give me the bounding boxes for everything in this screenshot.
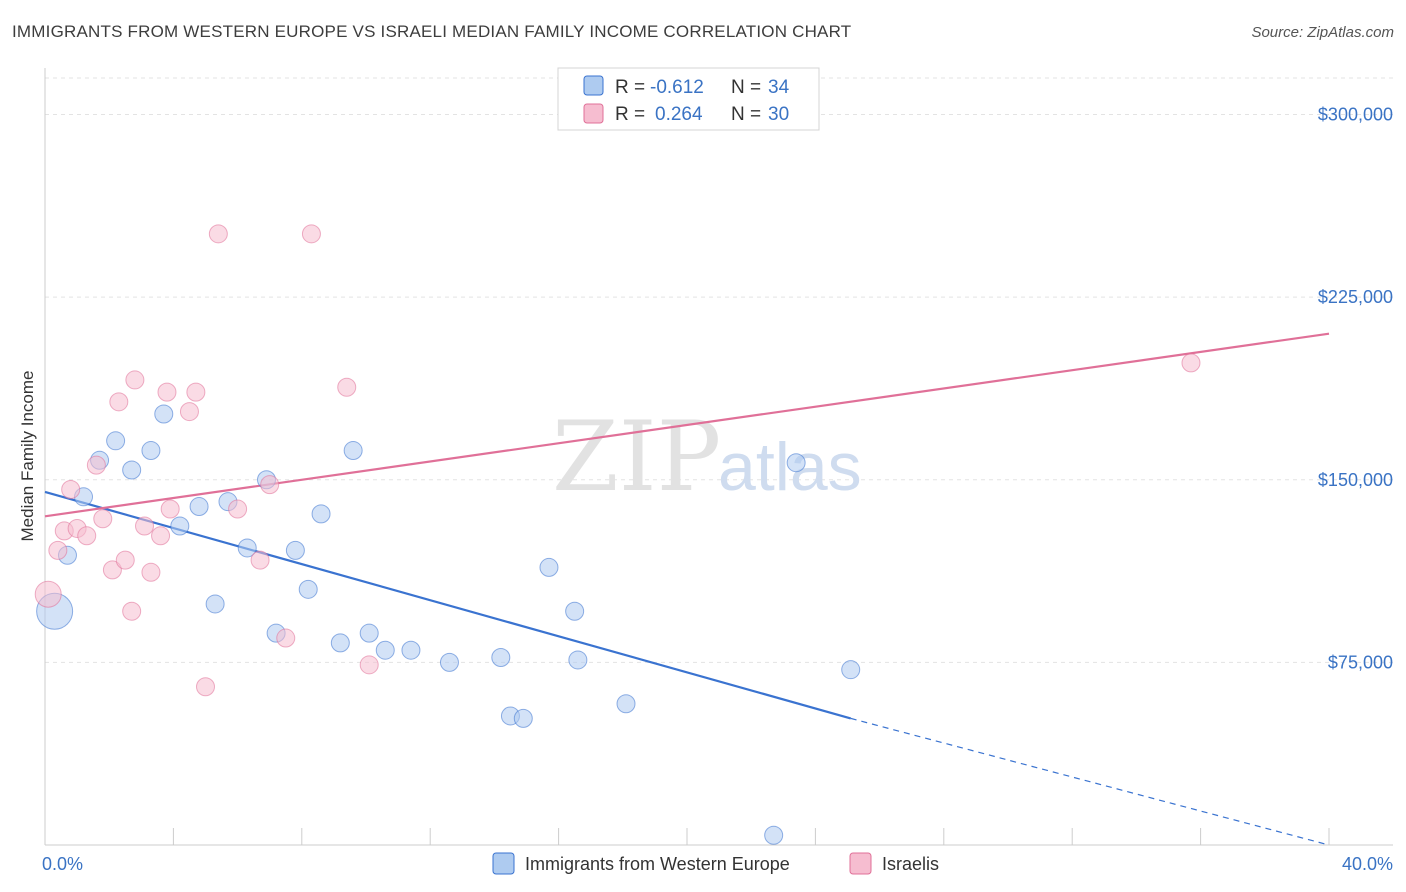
point-pink-25[interactable] [276, 628, 296, 648]
point-pink-27[interactable] [337, 377, 357, 397]
x-axis-ticks [44, 828, 1330, 845]
stats-legend-r-label-2: R = [615, 104, 650, 125]
stats-legend-swatch-blue [583, 75, 604, 96]
point-pink-0[interactable] [34, 580, 62, 608]
point-pink-21[interactable] [208, 224, 228, 244]
point-blue-22[interactable] [401, 640, 421, 660]
point-pink-19[interactable] [186, 382, 206, 402]
axes [44, 68, 1393, 846]
point-blue-32[interactable] [786, 453, 806, 473]
stats-legend-r-value-1: -0.612 [650, 77, 704, 98]
point-pink-7[interactable] [93, 509, 113, 529]
point-blue-21[interactable] [375, 640, 395, 660]
point-pink-20[interactable] [196, 677, 215, 697]
y-tick-label-0: $75,000 [1328, 652, 1393, 672]
watermark-zip: ZIP [552, 401, 721, 513]
stats-legend-n-label-1: N = [731, 77, 766, 98]
point-pink-15[interactable] [151, 526, 171, 546]
point-blue-17[interactable] [311, 504, 331, 524]
point-blue-7[interactable] [154, 404, 174, 424]
point-pink-13[interactable] [135, 516, 155, 536]
point-pink-23[interactable] [250, 550, 270, 570]
stats-legend-swatch-pink [583, 103, 604, 124]
point-pink-11[interactable] [122, 601, 142, 621]
y-tick-label-3: $300,000 [1318, 105, 1393, 125]
trend-line-blue [44, 490, 852, 720]
point-pink-26[interactable] [301, 224, 321, 244]
point-blue-31[interactable] [764, 825, 784, 845]
point-pink-6[interactable] [86, 455, 106, 475]
point-blue-10[interactable] [205, 594, 225, 614]
point-pink-12[interactable] [125, 370, 145, 390]
series-legend: Immigrants from Western Europe Israelis [492, 852, 939, 875]
point-blue-18[interactable] [330, 633, 350, 653]
trend-line-pink [44, 332, 1330, 518]
point-blue-33[interactable] [841, 660, 861, 680]
point-pink-3[interactable] [61, 480, 81, 500]
point-blue-15[interactable] [285, 540, 305, 560]
point-pink-28[interactable] [359, 655, 379, 675]
series-legend-swatch-pink[interactable] [849, 852, 872, 875]
data-points [34, 224, 1201, 845]
point-blue-9[interactable] [189, 497, 209, 517]
point-blue-5[interactable] [122, 460, 142, 480]
point-blue-6[interactable] [141, 441, 161, 461]
point-blue-28[interactable] [565, 601, 585, 621]
point-blue-8[interactable] [170, 516, 190, 536]
stats-legend: R = -0.612 N = 34 R = 0.264 N = 30 [557, 67, 820, 131]
chart-title: IMMIGRANTS FROM WESTERN EUROPE VS ISRAEL… [12, 22, 852, 41]
point-pink-29[interactable] [1181, 353, 1201, 373]
point-blue-19[interactable] [343, 441, 363, 461]
series-legend-label-blue[interactable]: Immigrants from Western Europe [525, 854, 790, 874]
x-tick-label-max: 40.0% [1342, 854, 1393, 874]
x-tick-label-min: 0.0% [42, 854, 83, 874]
y-tick-label-1: $150,000 [1318, 470, 1393, 490]
point-pink-9[interactable] [109, 392, 129, 412]
stats-legend-n-value-2: 30 [768, 104, 789, 125]
point-blue-16[interactable] [298, 579, 318, 599]
stats-legend-r-label-1: R = [615, 77, 650, 98]
y-axis-tick-labels: $75,000 $150,000 $225,000 $300,000 [1318, 105, 1393, 673]
stats-legend-n-value-1: 34 [768, 77, 790, 98]
point-blue-23[interactable] [439, 652, 459, 672]
point-pink-24[interactable] [260, 475, 280, 495]
point-blue-27[interactable] [539, 557, 559, 577]
point-blue-26[interactable] [513, 708, 533, 728]
point-blue-12[interactable] [237, 538, 257, 558]
point-pink-5[interactable] [77, 526, 97, 546]
point-pink-10[interactable] [115, 550, 135, 570]
watermark: ZIP atlas [552, 401, 862, 513]
point-blue-4[interactable] [106, 431, 126, 451]
series-legend-label-pink[interactable]: Israelis [882, 854, 939, 874]
point-pink-18[interactable] [179, 402, 199, 422]
point-pink-1[interactable] [48, 540, 68, 560]
point-pink-14[interactable] [141, 562, 161, 582]
point-pink-8[interactable] [102, 560, 122, 580]
y-axis-title: Median Family Income [18, 370, 37, 541]
stats-legend-n-label-2: N = [731, 104, 766, 125]
stats-legend-r-value-2: 0.264 [655, 104, 703, 125]
trend-extension-blue [850, 717, 1330, 846]
point-pink-16[interactable] [157, 382, 177, 402]
point-blue-29[interactable] [568, 650, 588, 670]
series-legend-swatch-blue[interactable] [492, 852, 515, 875]
source-credit: Source: ZipAtlas.com [1251, 24, 1394, 41]
point-pink-17[interactable] [160, 499, 180, 519]
point-pink-22[interactable] [228, 499, 248, 519]
y-tick-label-2: $225,000 [1318, 287, 1393, 307]
point-blue-20[interactable] [359, 623, 379, 643]
point-blue-24[interactable] [491, 648, 511, 668]
point-blue-30[interactable] [616, 694, 636, 714]
